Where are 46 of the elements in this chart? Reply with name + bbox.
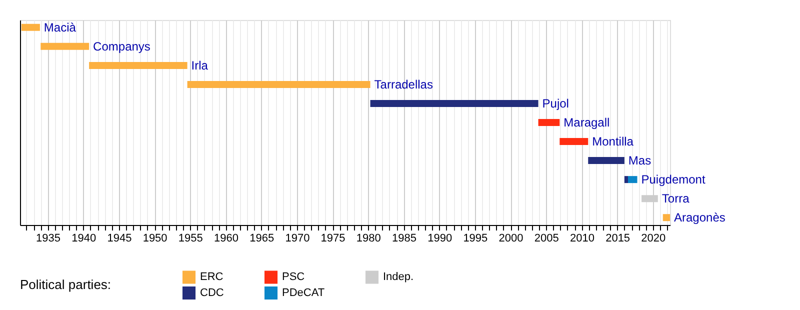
x-tick-label: 1955 [178,232,203,244]
x-tick-label: 1960 [214,232,238,244]
x-tick-label: 2010 [570,232,594,244]
bar [89,62,188,69]
legend-label: PSC [282,271,305,284]
bar [662,214,670,222]
x-tick-label: 1970 [285,232,310,244]
bar [40,42,90,50]
y-tick-label: Mas [628,154,652,168]
legend-label: Indep. [383,271,414,284]
x-tick-label: 2015 [606,232,630,244]
bar [538,119,560,126]
x-tick-label: 1950 [142,232,168,244]
x-tick-label: 1990 [428,232,452,244]
bar [624,176,628,184]
legend-title: Political parties: [20,277,112,292]
bar [588,157,624,164]
x-tick-label: 1940 [72,232,96,244]
y-tick-label: Maragall [564,116,610,130]
y-tick-label: Puigdemont [641,172,706,187]
y-tick-label: Pujol [542,96,569,110]
y-tick-label: Macià [44,20,76,34]
x-tick-label: 1945 [107,232,132,244]
bar [21,24,40,31]
x-tick-label: 1985 [392,232,416,244]
y-tick-label: Tarradellas [374,77,433,92]
y-tick-label: Montilla [592,134,634,149]
legend-label: CDC [200,287,224,299]
y-tick-label: Companys [93,39,150,54]
x-tick-label: 2005 [534,232,559,244]
x-tick-label: 2020 [641,232,666,244]
bar [628,176,638,184]
legend-label: ERC [200,271,224,284]
bar [187,80,370,88]
x-tick-label: 1965 [250,232,274,244]
bar [370,100,538,107]
y-tick-label: Torra [662,192,690,206]
bar [560,138,588,146]
y-tick-label: Aragonès [674,210,726,225]
y-tick-label: Irla [191,58,208,72]
x-tick-label: 2000 [498,232,524,244]
x-tick-label: 1980 [356,232,381,244]
x-tick-label: 1995 [463,232,488,244]
legend-label: PDeCAT [282,287,325,299]
x-tick-label: 1975 [320,232,346,244]
x-tick-label: 1935 [36,232,61,244]
